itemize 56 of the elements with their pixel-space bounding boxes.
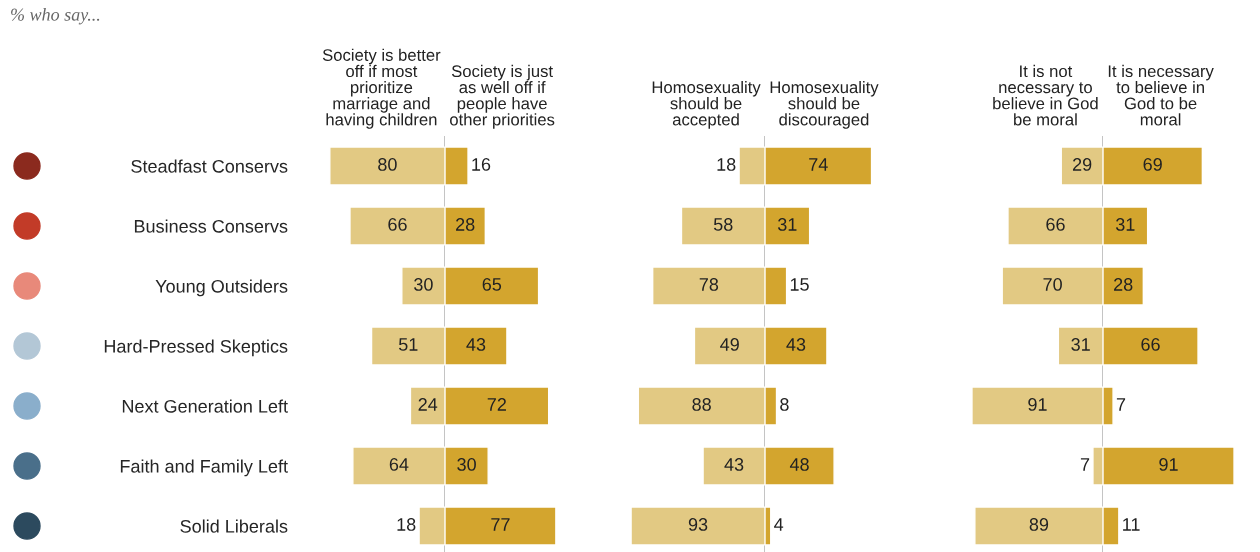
data-label: 30 (457, 458, 476, 471)
data-label: 43 (786, 338, 806, 351)
y-tick-label: Hard-Pressed Skeptics (104, 339, 288, 357)
data-label: 8 (780, 398, 789, 411)
data-label: 66 (1046, 218, 1065, 231)
data-label: 78 (699, 278, 719, 291)
data-label: 4 (774, 518, 784, 531)
series-label: It is necessary to believe in God to be moral (1108, 64, 1214, 126)
data-label: 24 (418, 398, 438, 411)
series-label: Homosexuality should be accepted (652, 80, 761, 129)
series-label: Society is just as well off if people have other priorities (450, 64, 555, 129)
data-label: 77 (491, 518, 510, 531)
data-label: 69 (1143, 158, 1162, 171)
data-label: 30 (414, 278, 433, 291)
data-label: 16 (472, 158, 491, 171)
data-label: 31 (1115, 218, 1135, 231)
data-label: 28 (456, 218, 475, 231)
data-label: 48 (789, 458, 809, 471)
data-label: 89 (1029, 518, 1049, 531)
data-label: 15 (790, 278, 809, 291)
data-label: 31 (1071, 338, 1090, 351)
data-label: 80 (378, 158, 397, 171)
data-label: 31 (777, 218, 797, 231)
data-label: 7 (1116, 398, 1126, 411)
y-tick-label: Young Outsiders (155, 279, 288, 297)
data-label: 88 (692, 398, 711, 411)
series-label: Homosexuality should be discouraged (770, 80, 879, 129)
data-label: 91 (1159, 458, 1178, 471)
text: % who say... (11, 8, 100, 25)
data-label: 74 (809, 158, 828, 171)
data-label: 66 (388, 218, 407, 231)
data-label: 18 (717, 158, 736, 171)
y-tick-label: Solid Liberals (180, 519, 288, 533)
data-label: 51 (398, 338, 418, 351)
data-label: 66 (1141, 338, 1160, 351)
data-label: 7 (1080, 458, 1090, 471)
data-label: 93 (688, 518, 708, 531)
data-label: 43 (466, 338, 486, 351)
series-label: Society is better off if most prioritize marriage and having children (322, 48, 441, 129)
y-tick-label: Next Generation Left (122, 399, 288, 413)
data-label: 65 (482, 278, 502, 291)
y-tick-label: Faith and Family Left (120, 459, 288, 477)
data-label: 43 (724, 458, 744, 471)
data-label: 28 (1114, 278, 1133, 291)
data-label: 18 (397, 518, 416, 531)
y-tick-label: Steadfast Conservs (131, 159, 288, 173)
data-label: 11 (1123, 518, 1140, 531)
data-label: 49 (720, 338, 739, 351)
data-label: 91 (1028, 398, 1047, 411)
data-label: 64 (389, 458, 409, 471)
data-label: 58 (713, 218, 733, 231)
data-label: 70 (1043, 278, 1062, 291)
y-tick-label: Business Conservs (134, 219, 288, 233)
data-label: 72 (487, 398, 506, 411)
series-label: It is not necessary to believe in God be moral (993, 64, 1098, 126)
data-label: 29 (1072, 158, 1092, 171)
